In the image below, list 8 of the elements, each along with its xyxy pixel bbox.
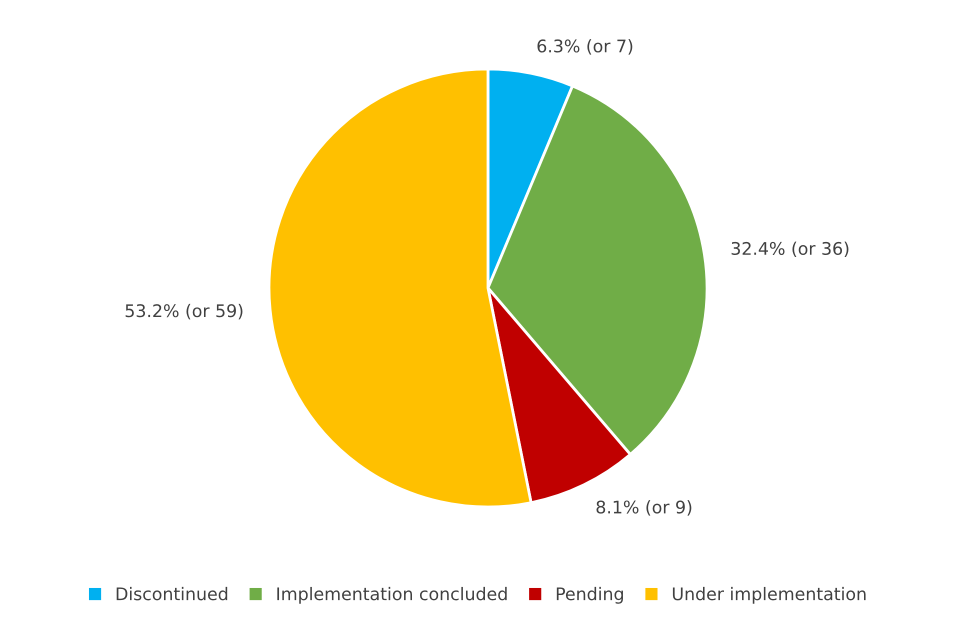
- data-label: 6.3% (or 7): [537, 39, 632, 55]
- legend-label: Discontinued: [116, 586, 228, 600]
- legend-label: Under implementation: [672, 586, 866, 604]
- data-label: 8.1% (or 9): [596, 500, 692, 516]
- data-label: 32.4% (or 36): [732, 242, 848, 258]
- legend-label: Implementation concluded: [277, 586, 507, 604]
- data-label: 53.2% (or 59): [126, 304, 242, 320]
- legend-label: Pending: [556, 586, 623, 604]
